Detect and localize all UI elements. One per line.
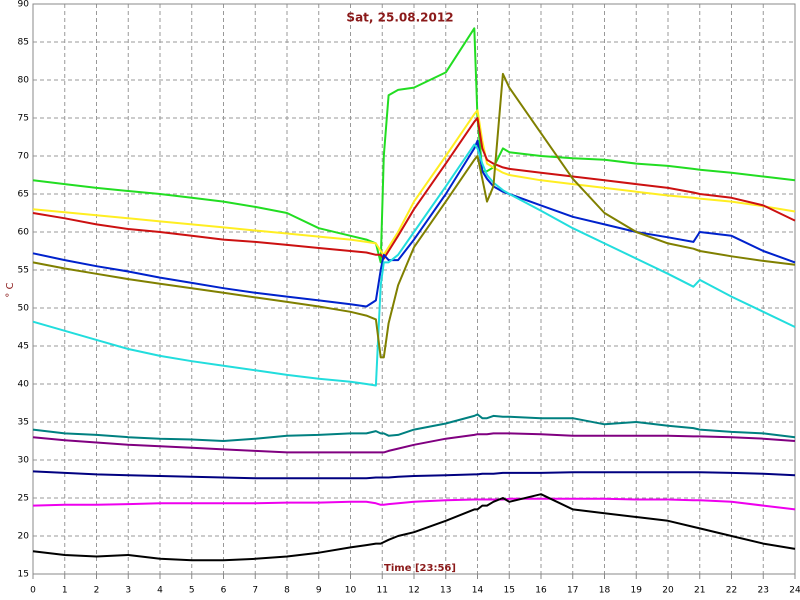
x-tick-label: 17 (567, 586, 578, 596)
x-tick-label: 20 (662, 586, 674, 596)
x-tick-label: 1 (62, 586, 68, 596)
x-tick-label: 14 (472, 586, 484, 596)
x-tick-label: 22 (726, 586, 737, 596)
x-tick-label: 6 (221, 586, 227, 596)
x-tick-label: 9 (316, 586, 322, 596)
y-tick-label: 15 (18, 570, 29, 580)
x-tick-label: 0 (30, 586, 36, 596)
y-tick-label: 25 (18, 494, 29, 504)
series-line (32, 27, 796, 264)
y-tick-label: 85 (18, 38, 29, 48)
x-tick-label: 16 (535, 586, 547, 596)
series-line (32, 413, 796, 442)
x-tick-label: 12 (408, 586, 419, 596)
series-line (32, 117, 796, 260)
x-tick-label: 24 (789, 586, 800, 596)
y-tick-label: 60 (18, 228, 30, 238)
x-tick-label: 4 (157, 586, 163, 596)
x-axis-label: Time [23:56] (384, 563, 456, 574)
x-tick-label: 18 (599, 586, 611, 596)
y-tick-label: 70 (18, 152, 30, 162)
y-tick-label: 40 (18, 380, 30, 390)
x-tick-label: 10 (345, 586, 357, 596)
x-tick-label: 15 (504, 586, 515, 596)
x-tick-label: 5 (189, 586, 195, 596)
y-tick-label: 80 (18, 76, 30, 86)
x-tick-label: 11 (377, 586, 388, 596)
x-tick-label: 8 (284, 586, 290, 596)
x-tick-label: 23 (758, 586, 769, 596)
x-tick-label: 2 (94, 586, 100, 596)
series-line (32, 497, 796, 511)
series-line (32, 72, 796, 359)
series-line (32, 109, 796, 256)
y-tick-label: 45 (18, 342, 29, 352)
series-line (32, 470, 796, 480)
y-tick-label: 65 (18, 190, 29, 200)
series-line (32, 493, 796, 562)
y-tick-label: 50 (18, 304, 30, 314)
x-tick-label: 7 (252, 586, 258, 596)
y-tick-label: 90 (18, 0, 30, 10)
y-axis-label: ° C (5, 282, 16, 297)
x-tick-label: 13 (440, 586, 451, 596)
y-tick-label: 75 (18, 114, 29, 124)
y-tick-label: 35 (18, 418, 29, 428)
series-line (32, 432, 796, 454)
y-tick-label: 30 (18, 456, 30, 466)
x-tick-label: 19 (631, 586, 643, 596)
y-tick-label: 20 (18, 532, 30, 542)
series-line (32, 143, 796, 387)
chart-title: Sat, 25.08.2012 (346, 11, 453, 25)
x-tick-label: 21 (694, 586, 705, 596)
x-tick-label: 3 (125, 586, 131, 596)
y-tick-label: 55 (18, 266, 29, 276)
